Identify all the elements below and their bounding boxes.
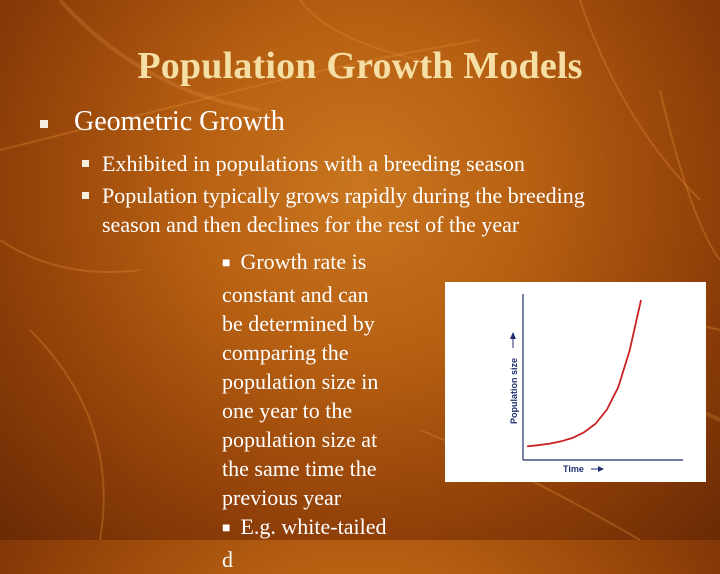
growth-rate-line-9: previous year [222,485,342,510]
growth-rate-line-1: ■ Growth rate is [222,247,432,280]
level1-bullet-marker [40,120,48,128]
x-axis-label: Time [563,464,584,474]
growth-rate-line-3: be determined by [222,311,375,336]
growth-chart-svg: Population size Time [509,294,683,474]
exponential-growth-curve [526,299,642,448]
growth-rate-line-2: constant and can [222,282,369,307]
square-bullet-icon: ■ [222,256,231,271]
x-axis-arrow-icon [598,466,604,472]
level2-bullet-marker-2 [82,192,89,199]
growth-rate-line-4: comparing the [222,340,349,365]
growth-rate-line-6: one year to the [222,398,353,423]
growth-rate-line-5: population size in [222,369,379,394]
growth-rate-line-7: population size at [222,427,378,452]
slide-title: Population Growth Models [137,45,583,87]
growth-rate-paragraph: ■ Growth rate is constant and can be dete… [222,247,432,574]
example-cut-line: d [222,547,233,572]
y-axis-arrow-icon [510,332,516,339]
bullet-grows-rapidly-line2: season and then declines for the rest of… [102,212,520,237]
square-bullet-icon: ■ [222,521,231,536]
growth-rate-line-8: the same time the [222,456,377,481]
y-axis-label: Population size [509,358,519,424]
example-text: E.g. white-tailed [240,514,387,539]
bullet-grows-rapidly-line1: Population typically grows rapidly durin… [102,183,585,208]
example-line: ■ E.g. white-tailed [222,512,432,545]
growth-rate-text-1: Growth rate is [240,249,367,274]
bullet-geometric-growth: Geometric Growth [74,106,285,137]
level2-bullet-marker-1 [82,160,89,167]
bullet-breeding-season: Exhibited in populations with a breeding… [102,151,525,176]
geometric-growth-graph: Population size Time [445,282,706,482]
